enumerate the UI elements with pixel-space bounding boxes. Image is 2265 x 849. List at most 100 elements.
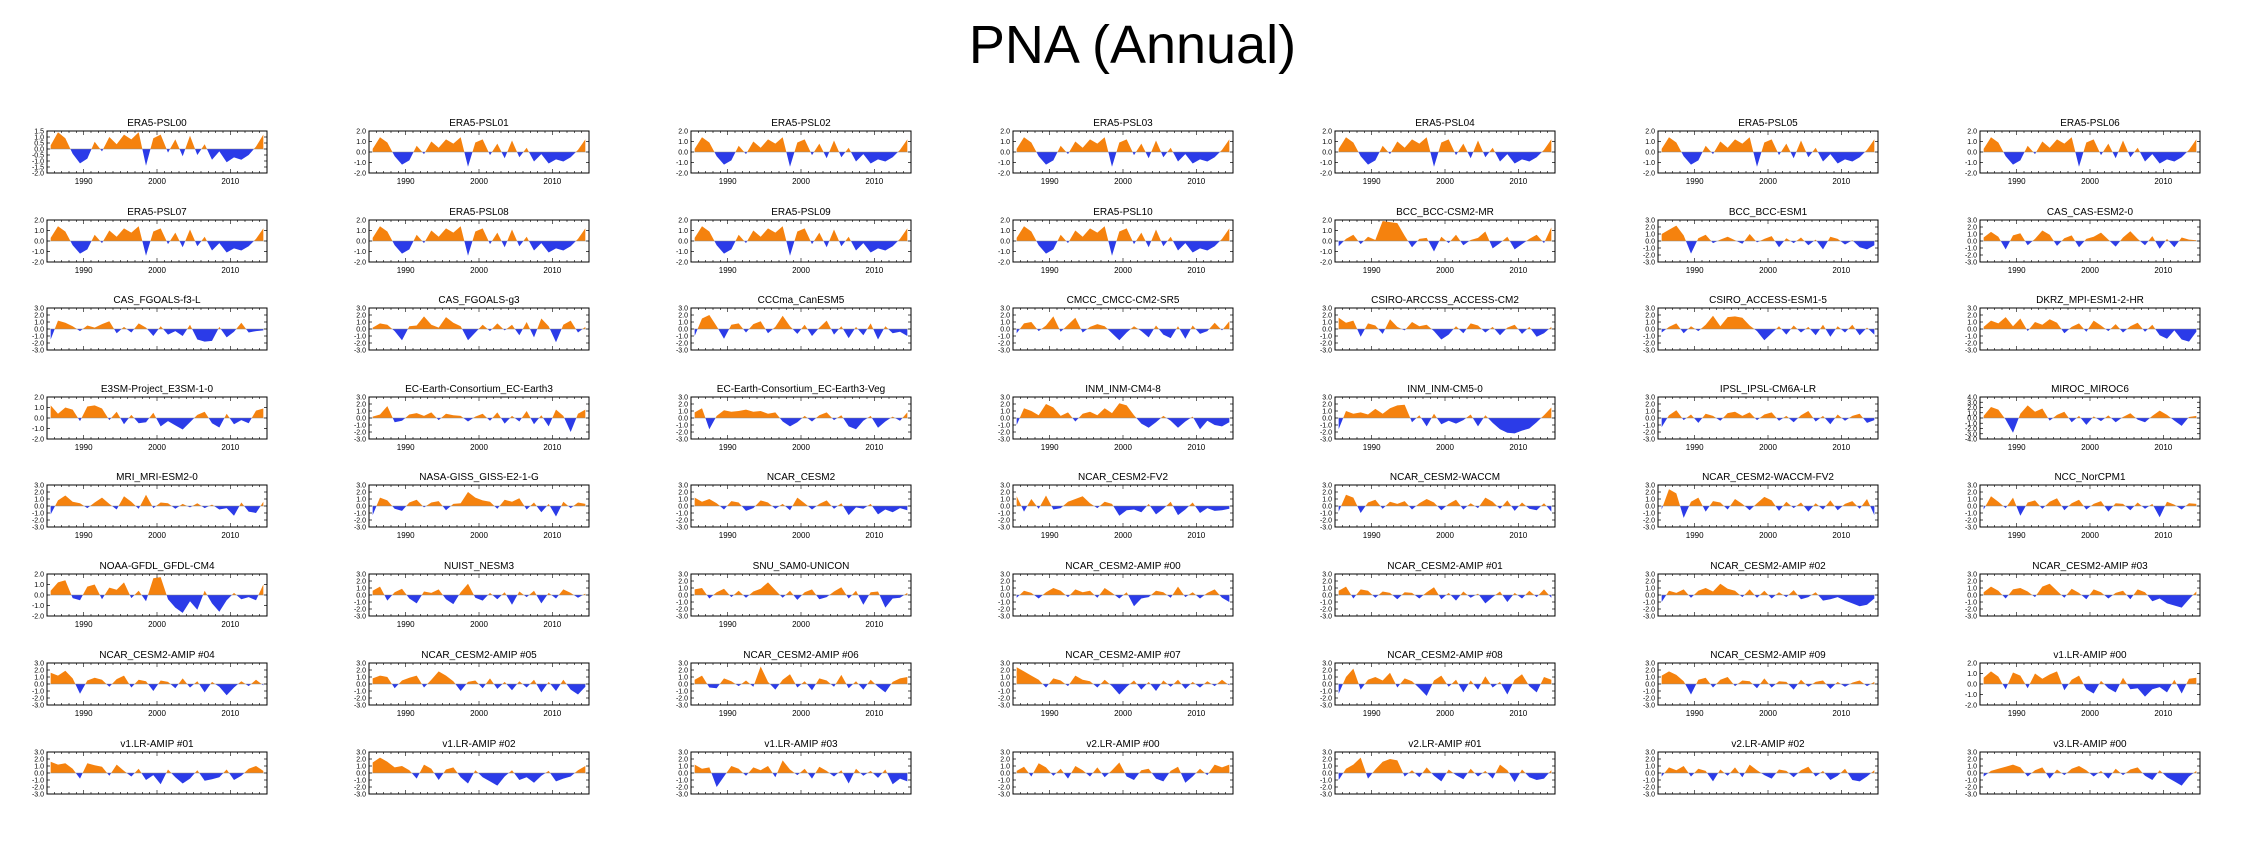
y-tick-label: 3.0 <box>1322 395 1332 402</box>
y-tick-label: 2.0 <box>34 218 44 225</box>
y-tick-label: 0.0 <box>1645 327 1655 334</box>
y-tick-label: 2.0 <box>1322 490 1332 497</box>
y-tick-label: 0.0 <box>34 682 44 689</box>
y-tick-label: -1.0 <box>1643 689 1655 696</box>
positive-area <box>1338 494 1552 506</box>
y-tick-label: 2.0 <box>1322 218 1332 225</box>
y-tick-label: -3.0 <box>354 348 366 355</box>
y-tick-label: 1.0 <box>356 228 366 235</box>
panel-35: NOAA-GFDL_GFDL-CM4 2.0 1.0 0.0 -1.0 -2.0 1990 2… <box>32 561 268 629</box>
x-tick-label: 2010 <box>543 443 561 452</box>
y-tick-label: -3.0 <box>676 703 688 710</box>
y-tick-label: 1.0 <box>678 320 688 327</box>
y-tick-label: 2.0 <box>34 757 44 764</box>
negative-area <box>1338 595 1552 604</box>
y-tick-label: -3.0 <box>676 525 688 532</box>
x-tick-label: 2000 <box>148 620 166 629</box>
y-tick-label: 0.0 <box>1645 682 1655 689</box>
panel-36: NUIST_NESM3 3.02.01.00.0-1.0-2.0-3.0 1990 2… <box>354 561 590 629</box>
y-tick-label: -1.0 <box>354 511 366 518</box>
y-tick-label: 1.0 <box>678 586 688 593</box>
y-tick-label: -3.0 <box>1643 614 1655 621</box>
x-tick-label: 2010 <box>221 531 239 540</box>
y-tick-label: -2.0 <box>1965 518 1977 525</box>
y-tick-label: 0.0 <box>1000 771 1010 778</box>
y-tick-label: 1.0 <box>1322 409 1332 416</box>
y-tick-label: -1.0 <box>1320 334 1332 341</box>
x-tick-label: 2000 <box>1759 177 1777 186</box>
y-tick-label: 1.0 <box>1322 228 1332 235</box>
panel-title: NCAR_CESM2-AMIP #05 <box>421 650 537 661</box>
x-tick-label: 2000 <box>1759 443 1777 452</box>
negative-area <box>1983 506 2197 518</box>
panel-46: NCAR_CESM2-AMIP #08 3.02.01.00.0-1.0-2.0-… <box>1320 650 1556 718</box>
x-tick-label: 2010 <box>221 709 239 718</box>
y-tick-label: -2.0 <box>1965 703 1977 710</box>
panel-title: CMCC_CMCC-CM2-SR5 <box>1067 295 1180 306</box>
negative-area <box>50 595 264 613</box>
positive-area <box>1983 764 2197 773</box>
y-tick-label: 3.0 <box>1645 306 1655 313</box>
y-tick-label: 0.0 <box>678 416 688 423</box>
y-tick-label: -1.0 <box>676 778 688 785</box>
panel-14: CAS_FGOALS-f3-L 3.02.01.00.0-1.0-2.0-3.0 <box>32 295 268 355</box>
y-tick-label: -1.0 <box>676 160 688 167</box>
positive-area <box>1016 316 1230 329</box>
y-tick-label: 1.0 <box>678 139 688 146</box>
y-tick-label: -3.0 <box>998 437 1010 444</box>
x-tick-label: 1990 <box>719 531 737 540</box>
panel-55: v3.LR-AMIP #00 3.02.01.00.0-1.0-2.0-3.0 <box>1965 739 2201 799</box>
panel-title: v1.LR-AMIP #01 <box>120 739 194 750</box>
y-tick-label: 3.0 <box>34 483 44 490</box>
negative-area <box>1338 241 1552 252</box>
y-tick-label: 3.0 <box>1322 750 1332 757</box>
x-tick-label: 1990 <box>719 443 737 452</box>
y-tick-label: -1.0 <box>32 159 44 166</box>
x-tick-label: 2010 <box>1187 531 1205 540</box>
y-tick-label: 3.0 <box>1967 400 1977 407</box>
panel-40: NCAR_CESM2-AMIP #02 3.02.01.00.0-1.0-2.0-… <box>1643 561 1879 621</box>
panel-10: ERA5-PSL10 2.0 1.0 0.0 -1.0 -2.0 1990 2000 2010 <box>998 207 1234 275</box>
positive-area <box>1338 221 1552 241</box>
y-tick-label: 1.0 <box>1645 675 1655 682</box>
x-tick-label: 2010 <box>221 620 239 629</box>
y-tick-label: 3.0 <box>1645 483 1655 490</box>
x-tick-label: 2010 <box>2154 709 2172 718</box>
panel-title: v1.LR-AMIP #03 <box>764 739 838 750</box>
y-tick-label: -1.0 <box>1965 334 1977 341</box>
y-tick-label: -1.0 <box>32 334 44 341</box>
y-tick-label: -2.0 <box>1643 341 1655 348</box>
y-tick-label: 2.0 <box>1645 757 1655 764</box>
y-tick-label: -2.0 <box>676 785 688 792</box>
positive-area <box>1338 586 1552 595</box>
x-tick-label: 1990 <box>2008 531 2026 540</box>
y-tick-label: 1.0 <box>1645 139 1655 146</box>
x-tick-label: 1990 <box>1686 531 1704 540</box>
x-tick-label: 2000 <box>1436 531 1454 540</box>
panel-title: CSIRO-ARCCSS_ACCESS-CM2 <box>1371 295 1519 306</box>
x-tick-label: 2000 <box>1436 177 1454 186</box>
y-tick-label: -3.0 <box>354 703 366 710</box>
x-tick-label: 2000 <box>148 709 166 718</box>
negative-area <box>694 684 908 693</box>
y-tick-label: 1.0 <box>34 497 44 504</box>
negative-area <box>1016 418 1230 430</box>
negative-area <box>1661 595 1875 607</box>
x-tick-label: 1990 <box>397 266 415 275</box>
y-tick-label: 3.0 <box>1322 572 1332 579</box>
y-tick-label: 3.0 <box>678 661 688 668</box>
x-tick-label: 2010 <box>543 177 561 186</box>
positive-area <box>694 137 908 152</box>
negative-area <box>372 241 586 256</box>
y-tick-label: -1.0 <box>1320 600 1332 607</box>
x-tick-label: 2010 <box>543 531 561 540</box>
y-tick-label: -1.0 <box>1965 778 1977 785</box>
y-tick-label: 2.0 <box>356 218 366 225</box>
panel-title: NCAR_CESM2 <box>767 472 836 483</box>
x-tick-label: 2010 <box>1832 709 1850 718</box>
x-tick-label: 2010 <box>543 266 561 275</box>
y-tick-label: 3.0 <box>1000 572 1010 579</box>
panel-title: v1.LR-AMIP #00 <box>2053 650 2127 661</box>
y-tick-label: 1.0 <box>1645 497 1655 504</box>
y-tick-label: 3.0 <box>34 661 44 668</box>
